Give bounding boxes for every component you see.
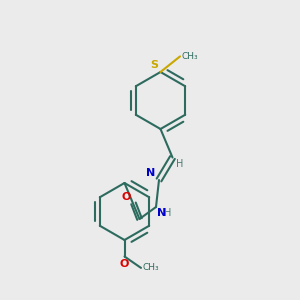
- Text: H: H: [164, 208, 172, 218]
- Text: N: N: [146, 169, 155, 178]
- Text: O: O: [121, 192, 130, 202]
- Text: H: H: [176, 159, 184, 169]
- Text: CH₃: CH₃: [182, 52, 198, 61]
- Text: O: O: [120, 259, 129, 269]
- Text: S: S: [150, 61, 158, 70]
- Text: N: N: [158, 208, 167, 218]
- Text: CH₃: CH₃: [142, 263, 159, 272]
